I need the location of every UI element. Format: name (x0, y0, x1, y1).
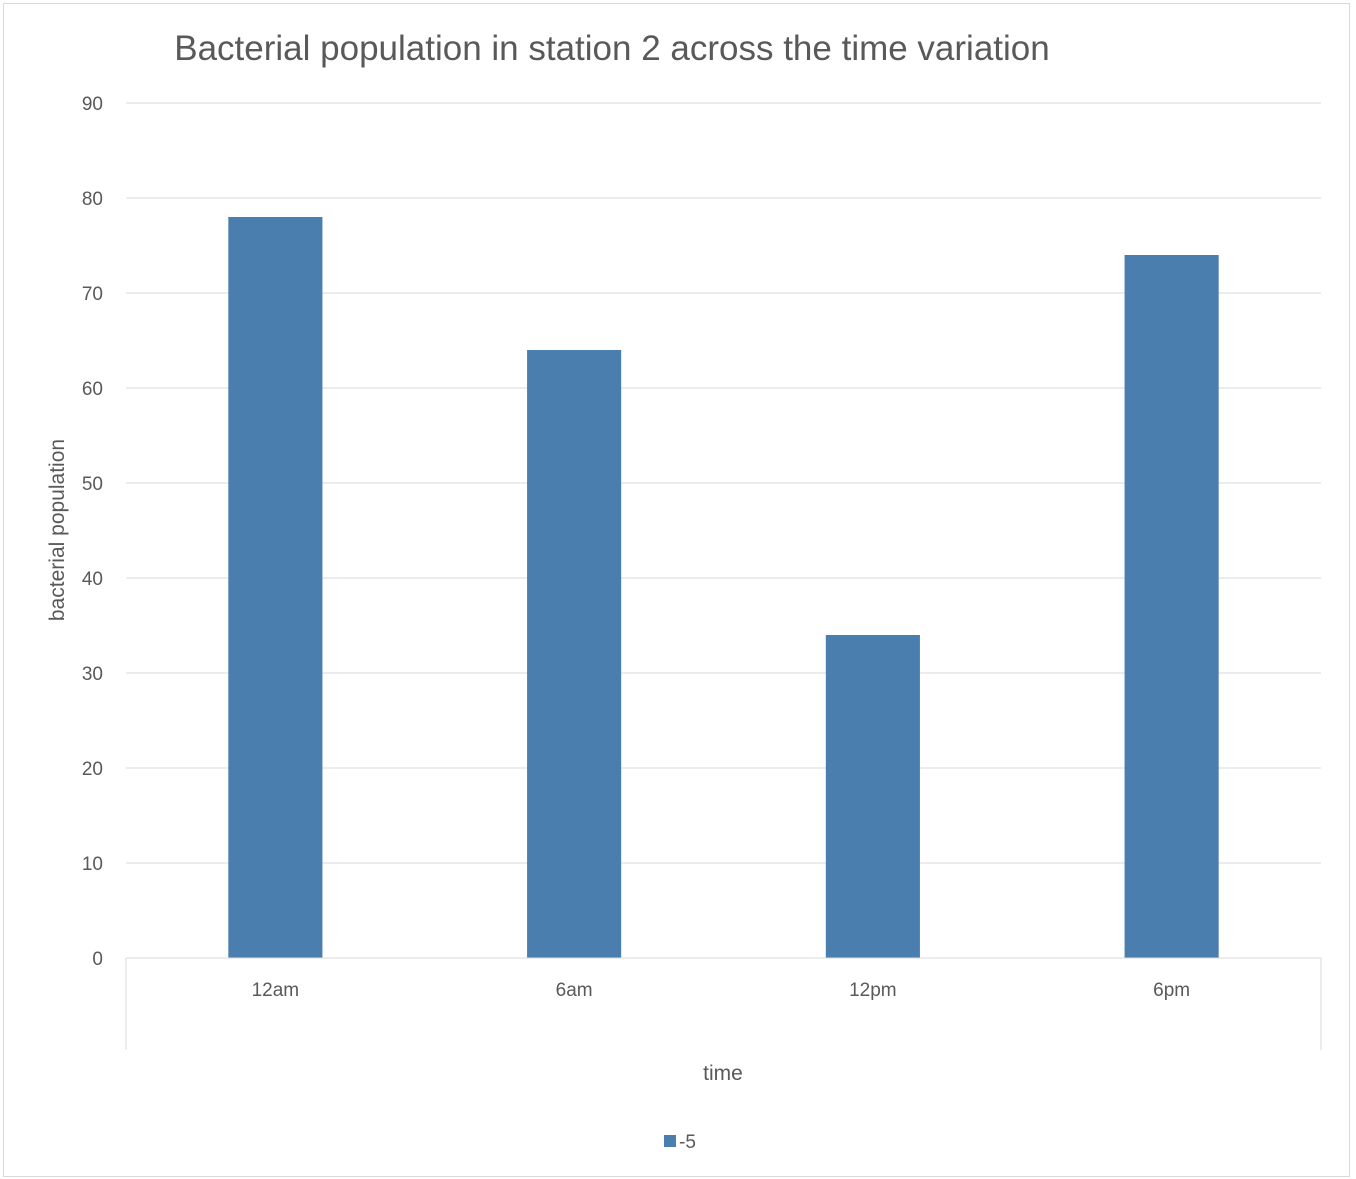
legend-swatch (664, 1135, 676, 1147)
bar-12am (228, 217, 323, 958)
bars (228, 217, 1219, 958)
bar-6am (527, 350, 622, 958)
y-tick-label: 10 (82, 854, 103, 875)
bar-12pm (825, 635, 920, 958)
y-tick-label: 70 (82, 284, 103, 305)
y-axis-title: bacterial population (46, 439, 69, 621)
bar-6pm (1124, 255, 1219, 958)
y-tick-label: 80 (82, 189, 103, 210)
y-tick-label: 0 (92, 949, 103, 970)
x-tick-label: 6am (556, 980, 593, 1001)
y-tick-label: 20 (82, 759, 103, 780)
y-tick-label: 30 (82, 664, 103, 685)
gridlines (126, 102, 1321, 864)
y-tick-label: 40 (82, 569, 103, 590)
y-tick-label: 50 (82, 474, 103, 495)
y-tick-label: 90 (82, 94, 103, 115)
y-tick-label: 60 (82, 379, 103, 400)
legend: -5 (664, 1132, 696, 1153)
x-axis-title: time (703, 1062, 743, 1085)
x-tick-label: 12am (252, 980, 300, 1001)
axes: 0 10 20 30 40 50 60 70 80 90 12am 6am 12pm 6pm (82, 94, 1322, 1050)
x-tick-label: 12pm (849, 980, 897, 1001)
chart-title: Bacterial population in station 2 across… (174, 29, 1049, 68)
legend-label: -5 (679, 1132, 696, 1153)
x-tick-label: 6pm (1153, 980, 1190, 1001)
